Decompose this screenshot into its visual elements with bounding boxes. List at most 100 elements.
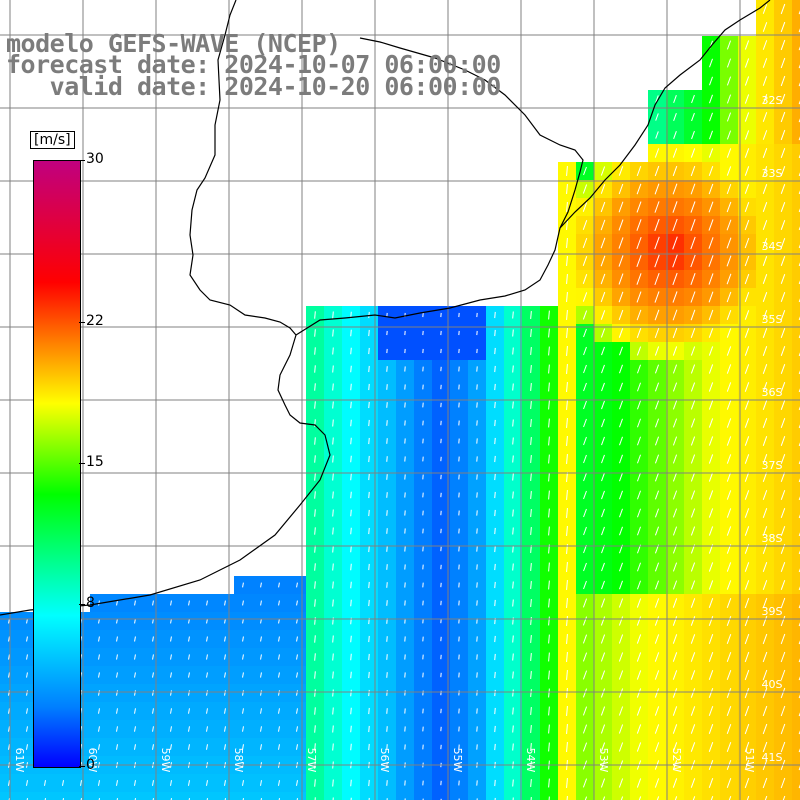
wind-arrow	[8, 726, 10, 732]
wind-arrow	[566, 670, 568, 680]
wind-speed-cell	[540, 792, 559, 800]
wind-arrow	[654, 508, 660, 518]
wind-arrow	[762, 166, 768, 176]
wind-arrow	[654, 272, 660, 286]
wind-arrow	[762, 472, 768, 482]
wind-arrow	[188, 708, 190, 714]
wind-arrow	[224, 600, 226, 606]
wind-arrow	[672, 309, 678, 321]
wind-arrow	[26, 690, 28, 696]
wind-arrow	[708, 616, 714, 626]
wind-arrow	[762, 256, 768, 266]
wind-arrow	[636, 724, 642, 734]
wind-arrow	[636, 562, 642, 572]
wind-arrow	[583, 490, 587, 500]
wind-arrow	[296, 654, 298, 660]
wind-arrow	[691, 112, 695, 122]
longitude-label: 60W	[86, 748, 99, 773]
wind-speed-cell	[306, 792, 325, 800]
wind-arrow	[762, 310, 768, 320]
wind-arrow	[618, 273, 624, 285]
wind-arrow	[708, 166, 714, 176]
wind-arrow	[601, 436, 605, 446]
wind-arrow	[762, 705, 768, 717]
wind-arrow	[744, 382, 750, 392]
wind-arrow	[782, 795, 786, 800]
wind-arrow	[350, 779, 352, 787]
wind-arrow	[672, 254, 678, 268]
wind-arrow	[618, 724, 624, 734]
wind-arrow	[116, 636, 118, 642]
wind-arrow	[654, 400, 660, 410]
wind-speed-cell	[324, 792, 343, 800]
wind-arrow	[494, 725, 496, 733]
wind-arrow	[780, 633, 786, 645]
wind-arrow	[708, 328, 714, 338]
wind-speed-cell	[792, 792, 800, 800]
wind-arrow	[636, 291, 642, 303]
wind-speed-cell	[702, 792, 721, 800]
wind-arrow	[350, 329, 352, 337]
wind-arrow	[582, 670, 588, 680]
wind-arrow	[636, 309, 642, 321]
wind-arrow	[512, 527, 514, 535]
wind-arrow	[512, 689, 514, 697]
wind-arrow	[188, 690, 190, 696]
wind-arrow	[368, 707, 370, 715]
wind-arrow	[582, 688, 588, 698]
wind-arrow	[116, 672, 118, 678]
wind-arrow	[566, 202, 568, 212]
wind-speed-cell	[378, 792, 397, 800]
longitude-label: 56W	[378, 748, 391, 773]
wind-arrow	[672, 201, 678, 213]
wind-arrow	[98, 690, 100, 696]
wind-arrow	[619, 364, 623, 374]
wind-speed-cell	[792, 594, 800, 613]
wind-arrow	[673, 113, 677, 121]
wind-arrow	[618, 291, 624, 303]
wind-arrow	[224, 654, 226, 660]
wind-arrow	[530, 580, 532, 590]
wind-arrow	[600, 310, 606, 320]
wind-arrow	[152, 636, 154, 642]
latitude-label: 34S	[762, 240, 783, 253]
wind-arrow	[708, 201, 714, 213]
wind-arrow	[494, 689, 496, 697]
wind-arrow	[566, 472, 568, 482]
wind-arrow	[636, 634, 642, 644]
wind-arrow	[368, 473, 370, 481]
wind-arrow	[548, 706, 550, 716]
wind-arrow	[582, 598, 588, 608]
wind-arrow	[654, 148, 660, 158]
wind-arrow	[780, 579, 786, 591]
wind-arrow	[350, 455, 352, 463]
wind-arrow	[636, 454, 642, 464]
wind-arrow	[98, 726, 100, 732]
wind-arrow	[80, 780, 82, 786]
wind-arrow	[601, 346, 605, 356]
wind-arrow	[548, 400, 550, 410]
wind-arrow	[620, 796, 624, 800]
wind-arrow	[726, 418, 732, 428]
longitude-label: 57W	[305, 748, 318, 773]
wind-speed-cell	[792, 432, 800, 451]
wind-arrow	[780, 39, 786, 51]
wind-arrow	[98, 672, 100, 678]
wind-arrow	[512, 671, 514, 679]
wind-arrow	[762, 723, 768, 735]
wind-arrow	[690, 580, 696, 590]
wind-arrow	[600, 255, 606, 267]
wind-arrow	[762, 382, 768, 392]
wind-arrow	[672, 742, 678, 752]
wind-arrow	[672, 291, 678, 303]
wind-arrow	[636, 254, 642, 268]
wind-arrow	[314, 689, 316, 697]
wind-arrow	[618, 201, 624, 213]
wind-arrow	[690, 309, 696, 321]
wind-arrow	[726, 166, 732, 176]
wind-speed-cell	[792, 54, 800, 73]
wind-arrow	[708, 742, 714, 752]
wind-arrow	[530, 652, 532, 662]
wind-speed-cell	[792, 504, 800, 523]
wind-arrow	[636, 490, 642, 500]
